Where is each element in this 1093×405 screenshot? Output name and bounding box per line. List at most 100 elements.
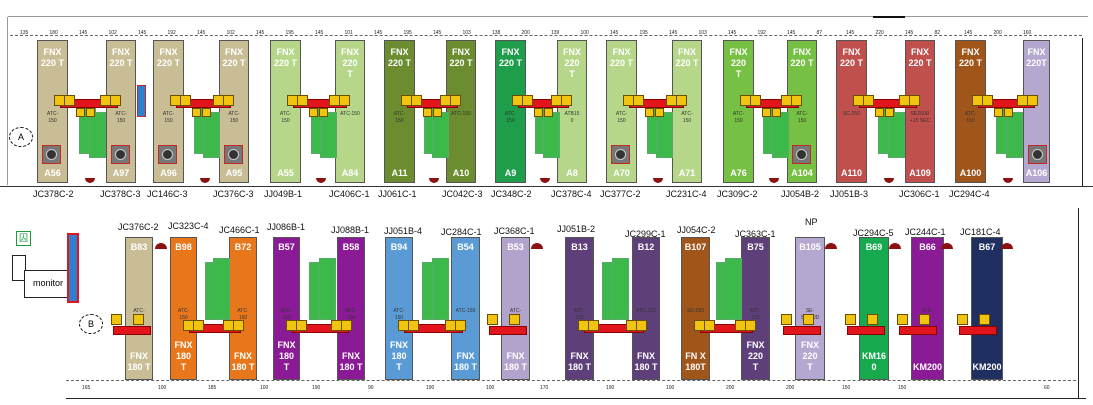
machine-label: JJ088B-1 bbox=[331, 225, 370, 235]
right-wall-bottom bbox=[1078, 208, 1079, 398]
dimension-value: 101 bbox=[344, 30, 353, 36]
conveyor-station bbox=[213, 258, 230, 320]
dimension-value: 100 bbox=[486, 385, 495, 391]
top-machine[interactable]: FNX 220 T ATC-150 A10 bbox=[446, 40, 476, 183]
bottom-machine[interactable]: B107 SC-250 FN X 180T bbox=[681, 237, 710, 380]
door-swing-icon bbox=[199, 178, 210, 183]
dimension-value: 192 bbox=[757, 30, 766, 36]
bottom-machine[interactable]: B58 ATC- 150 FNX 180 T bbox=[337, 237, 365, 380]
machine-model: FNX 220 T bbox=[222, 47, 246, 68]
machine-id: A76 bbox=[730, 168, 747, 178]
dimension-value: 200 bbox=[726, 385, 735, 391]
bottom-machine[interactable]: B54 ATC-150 FNX 180 T bbox=[451, 237, 480, 380]
machine-id: B83 bbox=[130, 242, 148, 252]
bottom-machine[interactable]: B66 ATC- KM200 bbox=[911, 237, 944, 380]
dimension-value: 145 bbox=[433, 30, 442, 36]
machine-label: JC323C-4 bbox=[168, 221, 209, 231]
dimension-value: 145 bbox=[905, 30, 914, 36]
machine-model: FNX 220 T bbox=[498, 47, 522, 68]
gripper-block bbox=[111, 314, 122, 325]
machine-id: A56 bbox=[44, 168, 61, 178]
top-dimension-line bbox=[10, 35, 1082, 36]
bottom-machine[interactable]: B94 ATC- 150 FNX 180 T bbox=[385, 237, 413, 380]
bottom-machine[interactable]: B75 ATC- 150 FNX 220 T bbox=[741, 237, 770, 380]
dimension-value: 145 bbox=[197, 30, 206, 36]
dimension-value: 138 bbox=[492, 30, 501, 36]
bottom-machine[interactable]: B67 KM200 bbox=[971, 237, 1003, 380]
machine-tool-spec: SC-250 bbox=[843, 111, 860, 117]
gripper-block bbox=[193, 320, 204, 331]
top-right-mark bbox=[873, 16, 905, 18]
gripper-block bbox=[509, 314, 520, 325]
gripper-block bbox=[86, 108, 95, 117]
machine-tool-spec: ATC-150 bbox=[237, 308, 249, 321]
bottom-machine[interactable]: B13 ATC- 150 FNX 180 T bbox=[565, 237, 594, 380]
machine-tool-spec: ATC-150 bbox=[228, 111, 240, 124]
transfer-rail bbox=[489, 326, 527, 335]
gripper-block bbox=[522, 95, 533, 106]
machine-id: B58 bbox=[342, 242, 360, 252]
bottom-machine[interactable]: B98 ATC- 150 FNX 180 T bbox=[170, 237, 197, 380]
top-machine[interactable]: FNX 220 T ATC- 150 A100 bbox=[955, 40, 986, 183]
dimension-value: 103 bbox=[698, 30, 707, 36]
bottom-machine[interactable]: B57 ATC- 150 FNX 180 T bbox=[273, 237, 300, 380]
gripper-block bbox=[534, 108, 543, 117]
bottom-machine[interactable]: B12 ATC-150 FNX 180 T bbox=[632, 237, 660, 380]
exit-sign-icon: 囚 bbox=[16, 231, 31, 246]
bottom-machine[interactable]: B72 ATC- 150 FNX 180 T bbox=[229, 237, 257, 380]
door-swing-icon bbox=[941, 243, 953, 249]
top-machine[interactable]: FNX 220 T ATC- 150 A71 bbox=[672, 40, 702, 183]
door-swing-icon bbox=[1002, 178, 1013, 183]
machine-id: A8 bbox=[566, 168, 578, 178]
top-machine[interactable]: FNX 220 T ATC- 150 A9 bbox=[495, 40, 526, 183]
bottom-machine[interactable]: B69 KM16 0 bbox=[859, 237, 889, 380]
gripper-block bbox=[76, 108, 85, 117]
machine-tool-spec: ATC-150 bbox=[393, 308, 405, 321]
dimension-value: 145 bbox=[256, 30, 265, 36]
machine-label: JJ061C-1 bbox=[378, 189, 417, 199]
gripper-block bbox=[202, 108, 211, 117]
machine-tool-spec: ATC-150 bbox=[115, 111, 127, 124]
machine-tool-spec: ATC-150 bbox=[615, 111, 628, 124]
right-wall bbox=[1082, 38, 1083, 186]
machine-model: FNX 220 T bbox=[109, 47, 133, 68]
machine-label: NP bbox=[805, 217, 818, 227]
blue-door-marker bbox=[137, 85, 146, 117]
top-machine[interactable]: FNX 220 T ATB15 0 A8 bbox=[557, 40, 587, 183]
conveyor-station bbox=[772, 112, 790, 158]
conveyor-station bbox=[318, 258, 336, 320]
dimension-value: 145 bbox=[374, 30, 383, 36]
dimension-value: 145 bbox=[610, 30, 619, 36]
gripper-block bbox=[875, 108, 884, 117]
top-machine[interactable]: FNX 220 T ATC-150 A84 bbox=[335, 40, 365, 183]
machine-model: FNX 220 T bbox=[609, 47, 633, 68]
top-machine[interactable]: FNX 220 T ATC- 150 A11 bbox=[384, 40, 415, 183]
gripper-block bbox=[919, 314, 930, 325]
gripper-block bbox=[885, 108, 894, 117]
machine-tool-spec: ATC-150 bbox=[681, 111, 693, 124]
machine-id: A9 bbox=[504, 168, 517, 178]
gripper-block bbox=[1004, 108, 1013, 117]
gripper-block bbox=[110, 95, 121, 106]
dimension-value: 195 bbox=[285, 30, 294, 36]
machine-model: FNX 220 T bbox=[908, 47, 932, 68]
dimension-value: 195 bbox=[403, 30, 412, 36]
gripper-block bbox=[772, 108, 781, 117]
machine-label: JC406C-1 bbox=[329, 189, 370, 199]
machine-model: FNX 220 T bbox=[40, 47, 64, 68]
dimension-value: 160 bbox=[1023, 30, 1032, 36]
top-machine[interactable]: FNX 220 T SC-250 A110 bbox=[836, 40, 867, 183]
machine-id: A100 bbox=[959, 168, 982, 178]
top-machine[interactable]: FNX 220 T ATC- 150 A76 bbox=[723, 40, 754, 183]
top-machine[interactable]: FNX 220 T SE250D +15 SEC A109 bbox=[905, 40, 935, 183]
top-machine[interactable]: FNX 220 T ATC- 150 A55 bbox=[270, 40, 301, 183]
gripper-block bbox=[297, 95, 308, 106]
dimension-value: 200 bbox=[521, 30, 530, 36]
gripper-block bbox=[762, 108, 771, 117]
door-swing-icon bbox=[1001, 243, 1013, 249]
dimension-value: 145 bbox=[138, 30, 147, 36]
